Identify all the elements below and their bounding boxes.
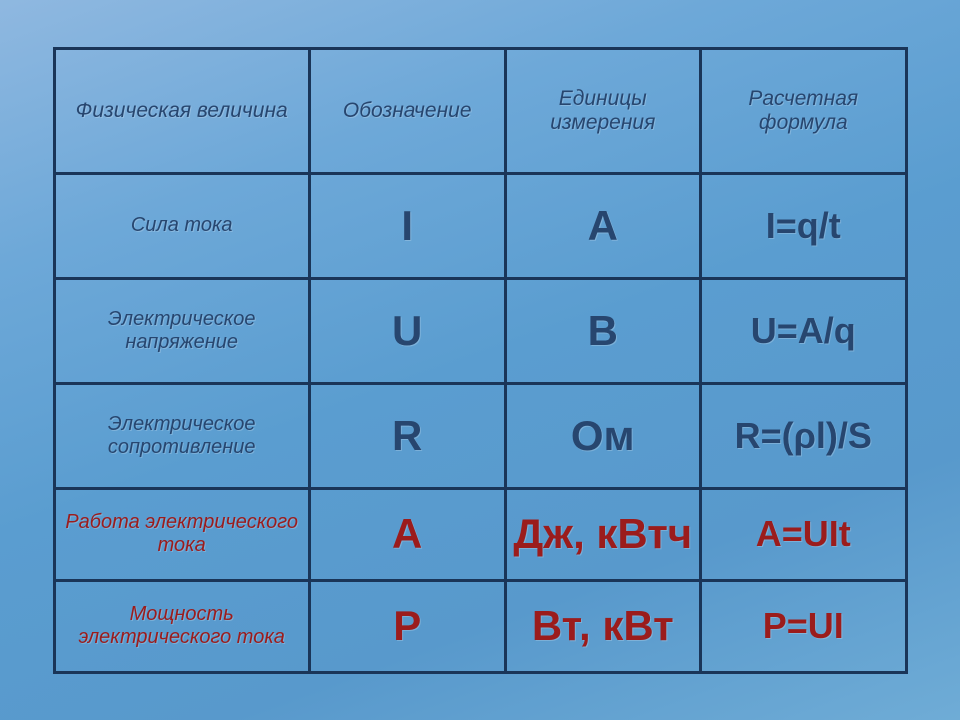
table-row: Электрическое сопротивление R Ом R=(ρl)/… xyxy=(54,383,906,488)
row-unit: Дж, кВтч xyxy=(505,488,700,580)
row-unit: А xyxy=(505,173,700,278)
table-header-row: Физическая величина Обозначение Единицы … xyxy=(54,48,906,173)
row-unit: В xyxy=(505,278,700,383)
row-formula: R=(ρl)/S xyxy=(701,383,906,488)
physics-table: Физическая величина Обозначение Единицы … xyxy=(53,47,908,674)
col-header-formula: Расчетная формула xyxy=(701,48,906,173)
col-header-unit: Единицы измерения xyxy=(505,48,700,173)
col-header-symbol: Обозначение xyxy=(309,48,505,173)
table-row: Сила тока I А I=q/t xyxy=(54,173,906,278)
row-symbol: U xyxy=(309,278,505,383)
row-quantity: Электрическое сопротивление xyxy=(54,383,309,488)
row-symbol: R xyxy=(309,383,505,488)
row-quantity: Работа электрического тока xyxy=(54,488,309,580)
row-quantity: Мощность электрического тока xyxy=(54,580,309,672)
table-row: Мощность электрического тока P Вт, кВт P… xyxy=(54,580,906,672)
row-formula: U=A/q xyxy=(701,278,906,383)
table-row: Работа электрического тока А Дж, кВтч A=… xyxy=(54,488,906,580)
row-unit: Ом xyxy=(505,383,700,488)
table-row: Электрическое напряжение U В U=A/q xyxy=(54,278,906,383)
row-symbol: I xyxy=(309,173,505,278)
row-quantity: Сила тока xyxy=(54,173,309,278)
col-header-quantity: Физическая величина xyxy=(54,48,309,173)
physics-table-container: Физическая величина Обозначение Единицы … xyxy=(53,47,908,674)
row-symbol: P xyxy=(309,580,505,672)
row-unit: Вт, кВт xyxy=(505,580,700,672)
row-quantity: Электрическое напряжение xyxy=(54,278,309,383)
row-formula: I=q/t xyxy=(701,173,906,278)
row-formula: A=UIt xyxy=(701,488,906,580)
row-formula: P=UI xyxy=(701,580,906,672)
row-symbol: А xyxy=(309,488,505,580)
